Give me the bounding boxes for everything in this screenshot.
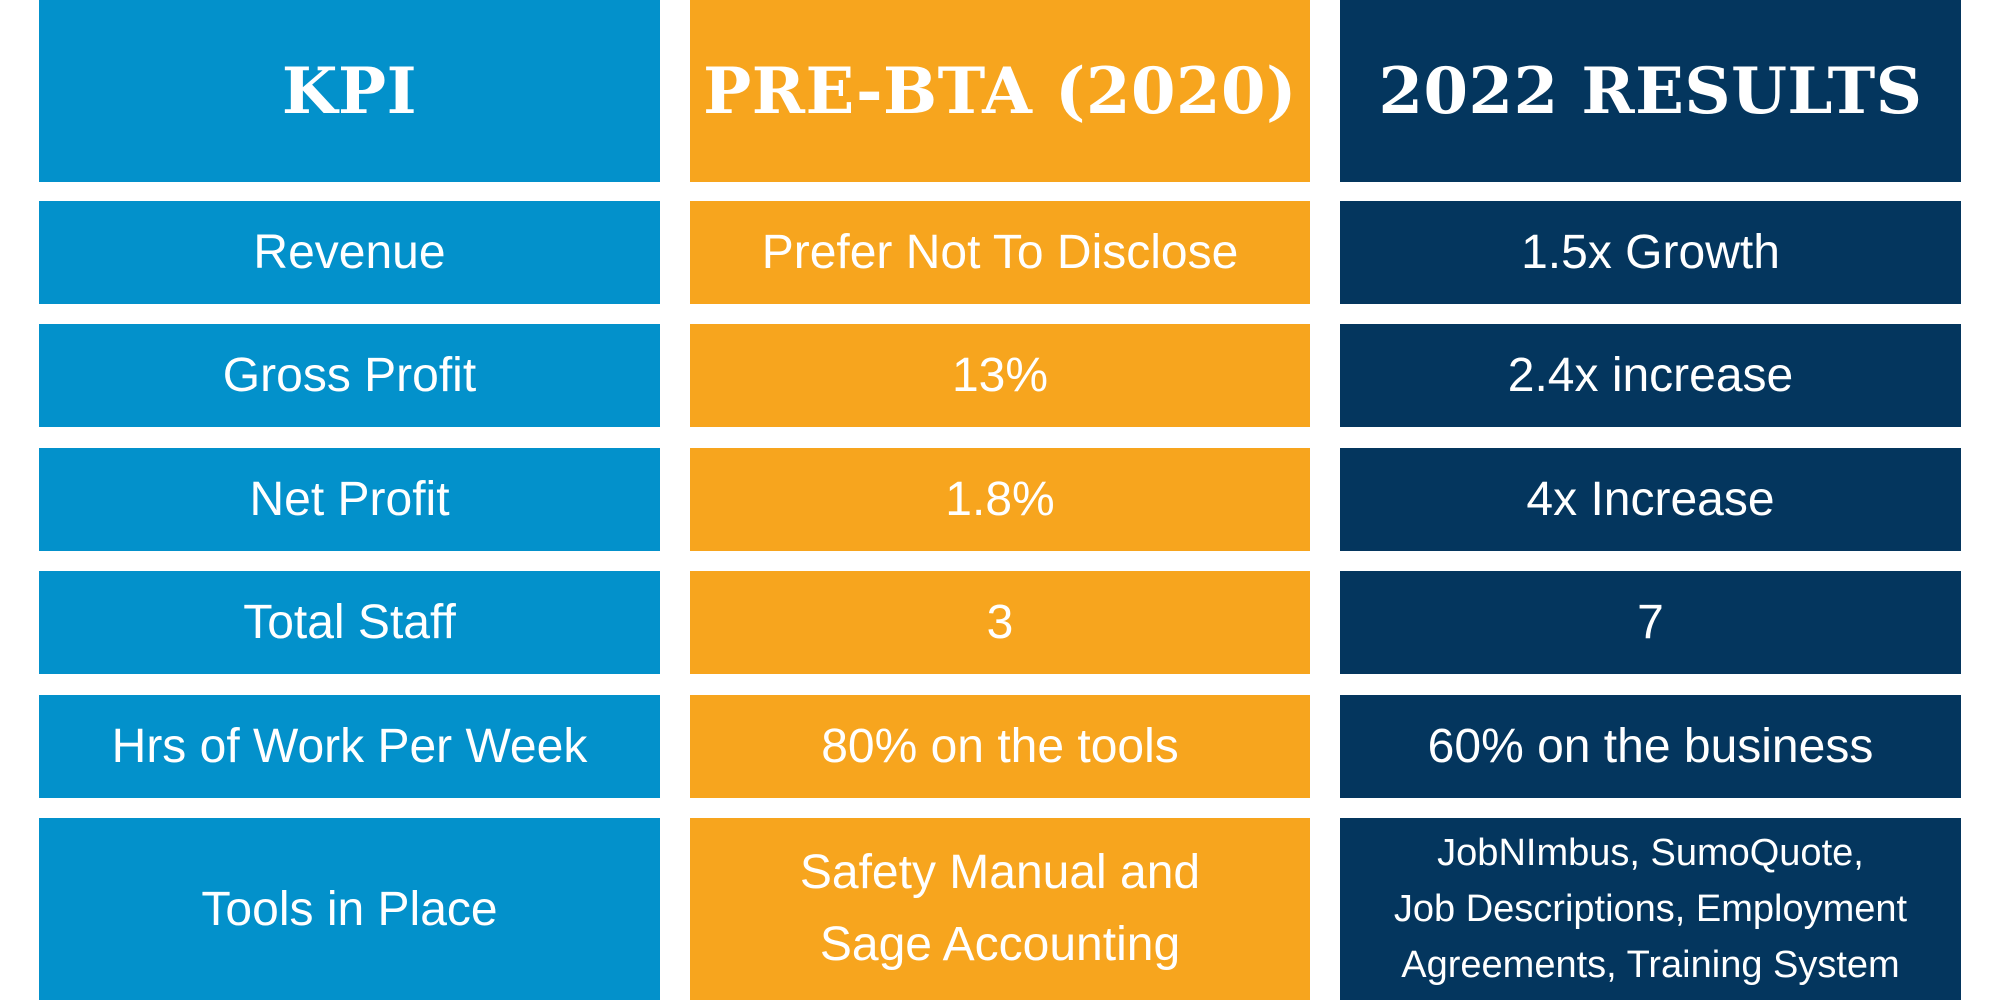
- pre-cell-total-staff: 3: [690, 571, 1310, 674]
- kpi-cell-total-staff: Total Staff: [39, 571, 660, 674]
- pre-cell-revenue: Prefer Not To Disclose: [690, 201, 1310, 304]
- pre-cell-hours-per-week: 80% on the tools: [690, 695, 1310, 798]
- kpi-cell-hours-per-week: Hrs of Work Per Week: [39, 695, 660, 798]
- post-tools-line-3: Agreements, Training System: [1401, 944, 1900, 986]
- header-2022-results: 2022 RESULTS: [1340, 0, 1961, 182]
- post-cell-hours-per-week: 60% on the business: [1340, 695, 1961, 798]
- header-pre-bta: PRE-BTA (2020): [690, 0, 1310, 182]
- header-kpi: KPI: [39, 0, 660, 182]
- pre-cell-tools-in-place: Safety Manual and Sage Accounting: [690, 818, 1310, 1000]
- post-cell-net-profit: 4x Increase: [1340, 448, 1961, 551]
- post-tools-line-2: Job Descriptions, Employment: [1393, 888, 1908, 930]
- pre-cell-gross-profit: 13%: [690, 324, 1310, 427]
- kpi-cell-tools-in-place: Tools in Place: [39, 818, 660, 1000]
- kpi-cell-gross-profit: Gross Profit: [39, 324, 660, 427]
- kpi-cell-net-profit: Net Profit: [39, 448, 660, 551]
- post-cell-revenue: 1.5x Growth: [1340, 201, 1961, 304]
- post-tools-line-1: JobNImbus, SumoQuote,: [1437, 832, 1864, 874]
- pre-tools-line-2: Sage Accounting: [819, 918, 1181, 971]
- post-cell-gross-profit: 2.4x increase: [1340, 324, 1961, 427]
- post-cell-total-staff: 7: [1340, 571, 1961, 674]
- pre-cell-net-profit: 1.8%: [690, 448, 1310, 551]
- pre-tools-line-1: Safety Manual and: [799, 846, 1201, 899]
- kpi-cell-revenue: Revenue: [39, 201, 660, 304]
- post-cell-tools-in-place: JobNImbus, SumoQuote, Job Descriptions, …: [1340, 818, 1961, 1000]
